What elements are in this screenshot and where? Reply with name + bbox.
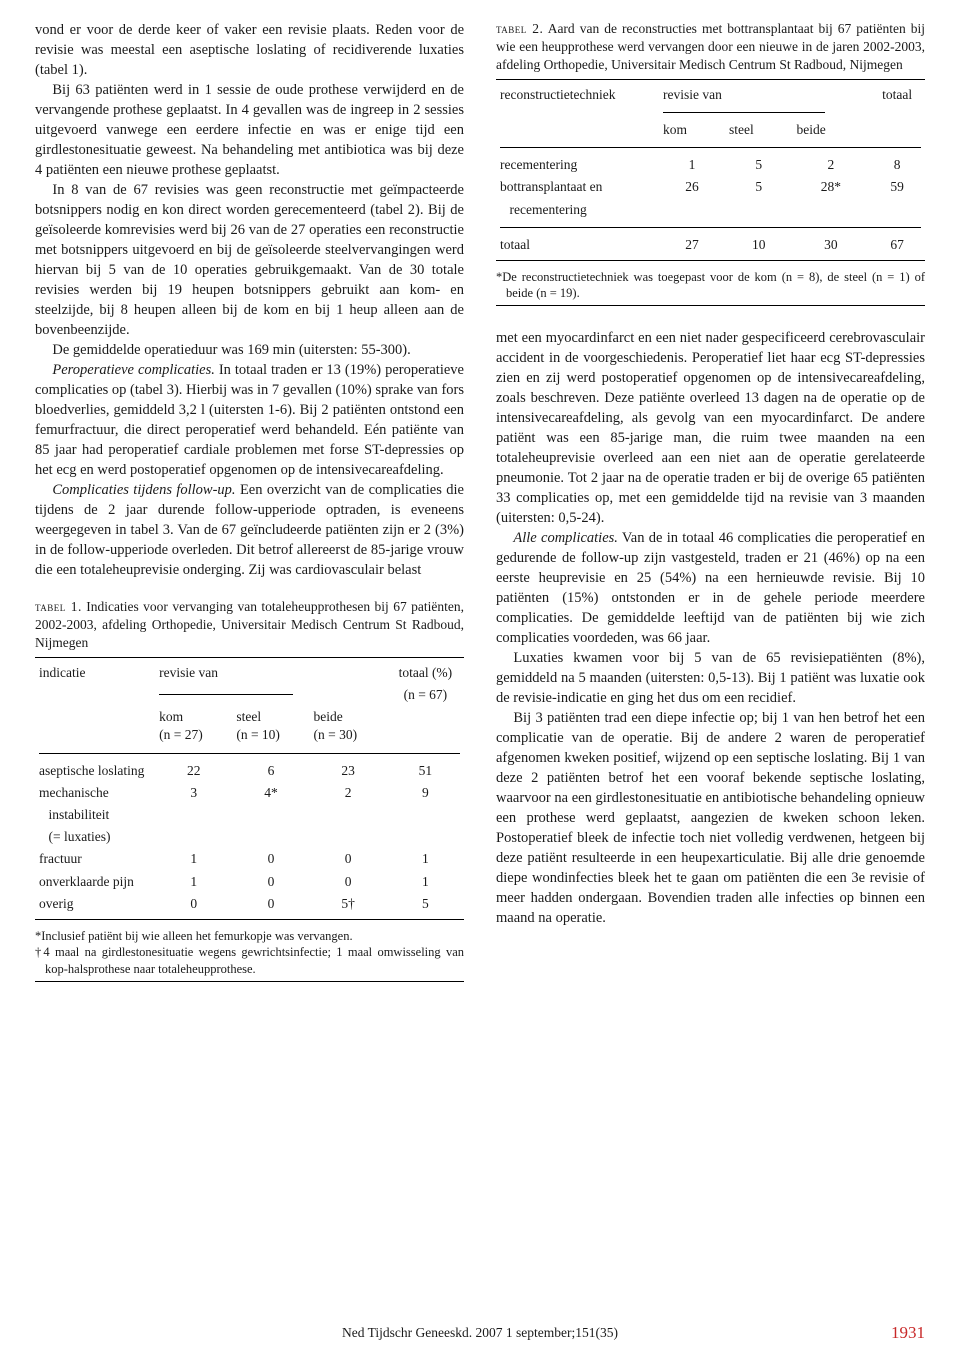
table-note: †4 maal na girdlestonesituatie wegens ge… bbox=[35, 944, 464, 977]
subsection-label: Peroperatieve complicaties. bbox=[52, 362, 214, 378]
table-row: mechanische 3 4* 2 9 bbox=[35, 782, 464, 804]
right-column: tabel 2. Aard van de reconstructies met … bbox=[496, 20, 925, 986]
footer-citation: Ned Tijdschr Geneeskd. 2007 1 september;… bbox=[0, 1325, 960, 1341]
col-totaal-n: (n = 67) bbox=[387, 684, 464, 706]
table-row: instabiliteit bbox=[35, 804, 464, 826]
table-2-grid: reconstructietechniek revisie van totaal… bbox=[496, 84, 925, 256]
left-column: vond er voor de derde keer of vaker een … bbox=[35, 20, 464, 986]
rule bbox=[496, 260, 925, 261]
para: In 8 van de 67 revisies was geen reconst… bbox=[35, 180, 464, 340]
table-2-caption-text: Aard van de reconstructies met bottransp… bbox=[496, 21, 925, 72]
rule bbox=[496, 79, 925, 80]
para: De gemiddelde operatieduur was 169 min (… bbox=[35, 340, 464, 360]
para: met een myocardinfarct en een niet nader… bbox=[496, 328, 925, 528]
col-steel: steel bbox=[725, 119, 792, 141]
table-row: recementering 1 5 2 8 bbox=[496, 154, 925, 176]
table-2-label: tabel 2. bbox=[496, 21, 543, 36]
rule bbox=[496, 305, 925, 306]
rule bbox=[663, 112, 825, 113]
subsection-label: Complicaties tijdens follow-up. bbox=[52, 482, 235, 498]
table-row: onverklaarde pijn 1 0 0 1 bbox=[35, 871, 464, 893]
table-1-grid: indicatie revisie van totaal (%) (n = 67… bbox=[35, 662, 464, 915]
table-1-notes: *Inclusief patiënt bij wie alleen het fe… bbox=[35, 928, 464, 977]
para: vond er voor de derde keer of vaker een … bbox=[35, 20, 464, 80]
rule bbox=[35, 657, 464, 658]
table-row: overig 0 0 5† 5 bbox=[35, 893, 464, 915]
table-row: aseptische loslating 22 6 23 51 bbox=[35, 760, 464, 782]
rule bbox=[500, 147, 921, 148]
col-beide: beide bbox=[792, 119, 869, 141]
para: Luxaties kwamen voor bij 5 van de 65 rev… bbox=[496, 648, 925, 708]
para: Bij 3 patiënten trad een diepe infectie … bbox=[496, 708, 925, 928]
rule bbox=[500, 227, 921, 228]
table-row: bottransplantaat en 26 5 28* 59 bbox=[496, 176, 925, 198]
rule bbox=[35, 981, 464, 982]
col-beide: beide(n = 30) bbox=[310, 706, 387, 746]
col-revisie: revisie van bbox=[659, 84, 869, 106]
subsection-label: Alle complicaties. bbox=[513, 530, 618, 546]
rule bbox=[39, 753, 460, 754]
table-1-label: tabel 1. bbox=[35, 599, 82, 614]
col-tech: reconstructietechniek bbox=[496, 84, 659, 106]
table-note: *De reconstructietechniek was toegepast … bbox=[496, 269, 925, 302]
table-2-notes: *De reconstructietechniek was toegepast … bbox=[496, 269, 925, 302]
table-row: recementering bbox=[496, 199, 925, 221]
table-row-total: totaal 27 10 30 67 bbox=[496, 234, 925, 256]
para: Bij 63 patiënten werd in 1 sessie de oud… bbox=[35, 80, 464, 180]
col-totaal: totaal (%) bbox=[387, 662, 464, 684]
para: Alle complicaties. Van de in totaal 46 c… bbox=[496, 528, 925, 648]
table-2: tabel 2. Aard van de reconstructies met … bbox=[496, 20, 925, 306]
para-text: In totaal traden er 13 (19%) peroperatie… bbox=[35, 362, 464, 478]
table-1: tabel 1. Indicaties voor vervanging van … bbox=[35, 598, 464, 982]
table-2-caption: tabel 2. Aard van de reconstructies met … bbox=[496, 20, 925, 75]
rule bbox=[159, 694, 293, 695]
para: Complicaties tijdens follow-up. Een over… bbox=[35, 480, 464, 580]
col-indicatie: indicatie bbox=[35, 662, 155, 684]
table-1-caption-text: Indicaties voor vervanging van totaleheu… bbox=[35, 599, 464, 650]
table-row: fractuur 1 0 0 1 bbox=[35, 848, 464, 870]
col-steel: steel(n = 10) bbox=[232, 706, 309, 746]
col-kom: kom bbox=[659, 119, 725, 141]
para: Peroperatieve complicaties. In totaal tr… bbox=[35, 360, 464, 480]
table-1-caption: tabel 1. Indicaties voor vervanging van … bbox=[35, 598, 464, 653]
col-kom: kom(n = 27) bbox=[155, 706, 232, 746]
rule bbox=[35, 919, 464, 920]
col-revisie: revisie van bbox=[155, 662, 387, 684]
table-row: (= luxaties) bbox=[35, 826, 464, 848]
col-totaal: totaal bbox=[869, 84, 925, 106]
para-text: Van de in totaal 46 complicaties die per… bbox=[496, 530, 925, 646]
page-number: 1931 bbox=[891, 1323, 925, 1343]
table-note: *Inclusief patiënt bij wie alleen het fe… bbox=[35, 928, 464, 944]
